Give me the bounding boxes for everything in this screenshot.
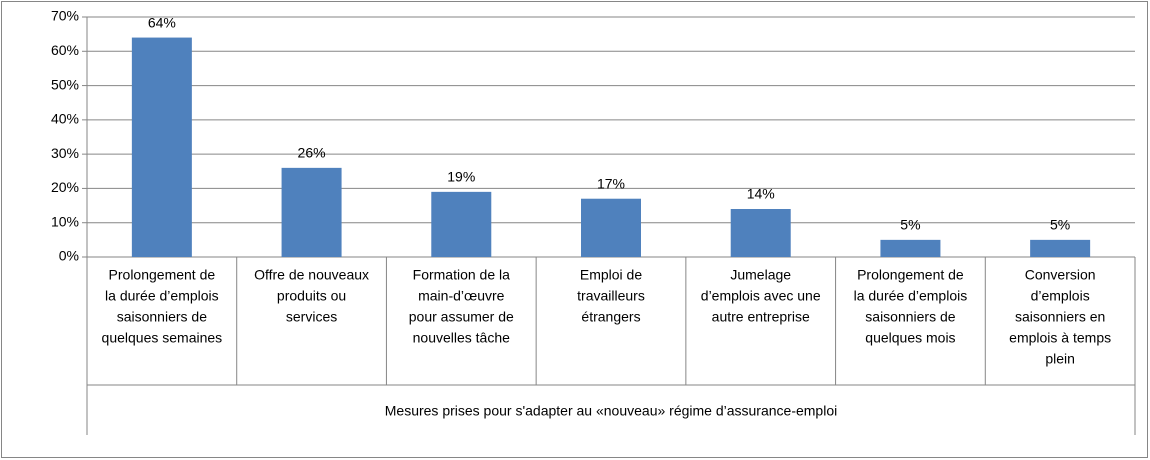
y-tick-label: 30%: [51, 145, 79, 161]
x-tick-label: pour assumer de: [409, 309, 514, 325]
bar: [581, 198, 641, 257]
data-label: 5%: [900, 217, 920, 233]
x-tick-label: Emploi de: [580, 267, 642, 283]
data-label: 14%: [747, 186, 775, 202]
y-tick-label: 50%: [51, 76, 79, 92]
bar: [1030, 239, 1091, 257]
x-tick-label: quelques mois: [865, 330, 955, 346]
y-tick-label: 10%: [51, 213, 79, 229]
x-tick-label: Offre de nouveaux: [254, 267, 369, 283]
x-tick-label: emplois à temps: [1009, 330, 1111, 346]
x-tick-label: d’emplois avec une: [701, 288, 821, 304]
y-tick-label: 70%: [51, 8, 79, 24]
bar: [730, 209, 791, 257]
x-tick-label: saisonniers en: [1015, 309, 1105, 325]
x-tick-label: d’emplois: [1031, 288, 1090, 304]
bar: [281, 167, 342, 257]
y-tick-label: 20%: [51, 179, 79, 195]
x-tick-label: Jumelage: [730, 267, 791, 283]
x-tick-label: quelques semaines: [102, 330, 223, 346]
x-tick-label: Prolongement de: [857, 267, 964, 283]
x-tick-label: Formation de la: [413, 267, 510, 283]
bar: [131, 37, 192, 258]
data-label: 5%: [1050, 217, 1070, 233]
x-tick-label: autre entreprise: [712, 309, 810, 325]
x-tick-label: saisonniers de: [117, 309, 207, 325]
x-tick-label: travailleurs: [577, 288, 645, 304]
x-tick-label: étrangers: [581, 309, 640, 325]
x-tick-label: la durée d’emplois: [105, 288, 219, 304]
y-tick-label: 40%: [51, 111, 79, 127]
x-tick-label: la durée d’emplois: [854, 288, 968, 304]
data-label: 64%: [148, 14, 176, 30]
bar: [880, 239, 941, 257]
bar: [431, 191, 492, 257]
data-label: 19%: [447, 169, 475, 185]
x-tick-label: produits ou: [277, 288, 346, 304]
data-label: 26%: [298, 145, 326, 161]
x-tick-label: nouvelles tâche: [413, 330, 511, 346]
x-tick-label: main-d’œuvre: [418, 288, 505, 304]
y-tick-label: 0%: [59, 248, 79, 264]
data-label: 17%: [597, 175, 625, 191]
x-tick-label: services: [286, 309, 337, 325]
x-tick-label: Prolongement de: [109, 267, 216, 283]
y-tick-label: 60%: [51, 42, 79, 58]
x-tick-label: plein: [1045, 351, 1075, 367]
x-tick-label: Conversion: [1025, 267, 1096, 283]
x-tick-label: saisonniers de: [865, 309, 955, 325]
x-axis-title: Mesures prises pour s'adapter au «nouvea…: [385, 403, 837, 419]
